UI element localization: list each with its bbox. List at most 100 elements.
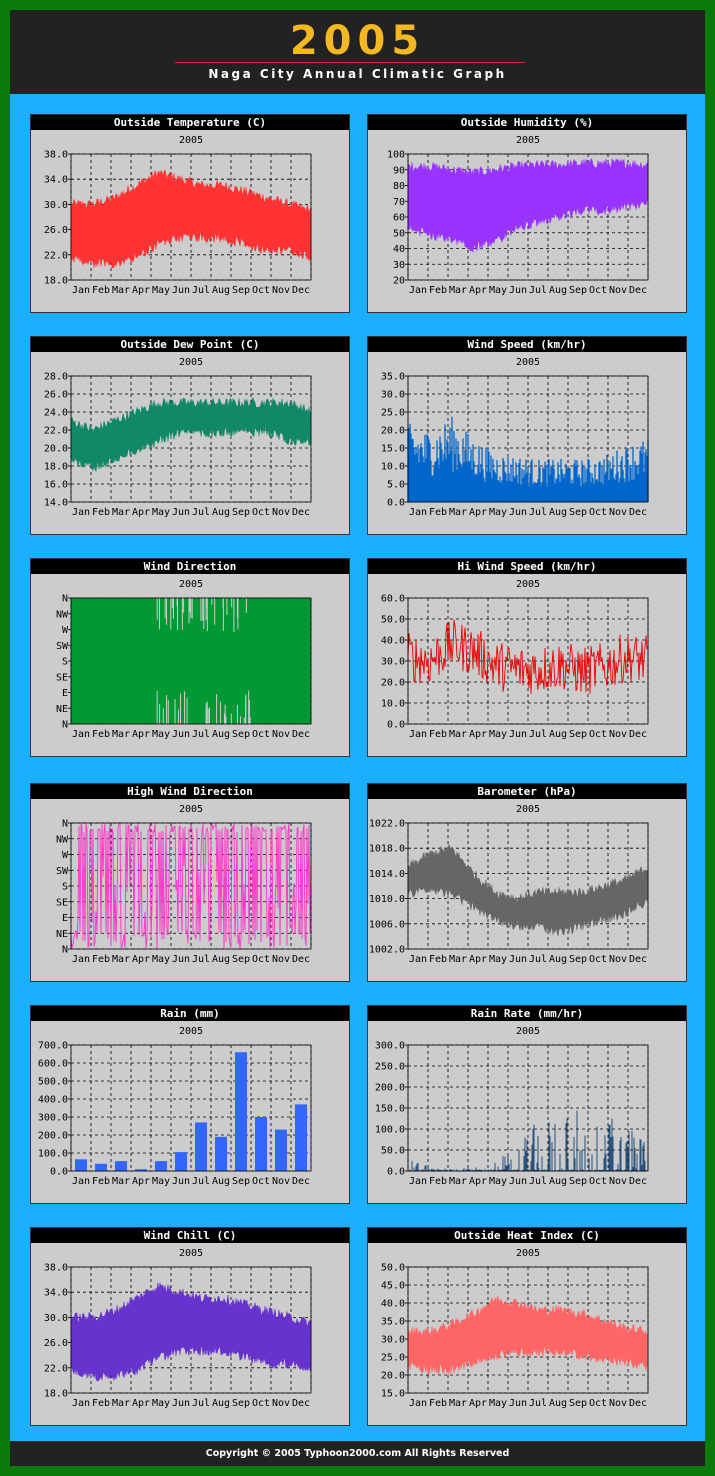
x-tick-label: Nov [272,285,290,296]
data-series [70,1282,312,1382]
chart-subtitle: 2005 [179,1026,203,1037]
plot-frame [407,822,649,950]
chart-subtitle: 2005 [179,135,203,146]
y-tick-label: 20.0 [44,444,68,455]
x-tick-label: Mar [449,507,467,518]
x-tick-label: Mar [112,729,130,740]
series-band [70,168,312,269]
bar-nov [275,1129,287,1171]
x-tick-label: May [489,507,507,518]
plot-frame [70,1044,312,1172]
series-gap [211,598,213,605]
x-tick-label: Jun [172,1176,190,1187]
x-tick-label: Oct [589,1398,607,1409]
y-tick-label: 18.0 [44,462,68,473]
x-tick-label: Dec [292,729,310,740]
y-tick-label: 38.0 [44,150,68,161]
header: 2005 Naga City Annual Climatic Graph [10,10,705,94]
x-tick-label: Oct [252,954,270,965]
page-title: 2005 [289,18,426,64]
chart-panel-baro: Barometer (hPa) 2005 1002.0 1006.0 1010.0 101… [367,783,687,982]
x-tick-label: Aug [549,954,567,965]
x-tick-label: Sep [232,1398,250,1409]
chart-svg-dew: 2005 14.0 16.0 18.0 20.0 22.0 24.0 26.0 28.0 Jan F… [44,357,312,518]
chart-svg-heat: 2005 15.0 20.0 25.0 30.0 35.0 40.0 45.0 50.0 Jan F… [381,1248,649,1409]
x-tick-label: Jan [409,1398,427,1409]
y-tick-label: 1022.0 [369,819,405,830]
x-tick-label: Sep [569,729,587,740]
x-tick-label: Oct [252,1176,270,1187]
y-tick-label: E [62,688,68,699]
series-gap [245,694,247,724]
y-tick-label: 1018.0 [369,844,405,855]
series-gap [174,699,176,724]
x-tick-label: Jul [192,1398,210,1409]
y-tick-label: 26.0 [44,225,68,236]
y-tick-label: 14.0 [44,498,68,509]
x-tick-label: Nov [272,1398,290,1409]
y-tick-label: 90 [393,165,405,176]
x-tick-label: Mar [449,1176,467,1187]
x-tick-label: Apr [132,1398,150,1409]
x-tick-label: May [152,1398,170,1409]
x-tick-label: May [152,729,170,740]
y-tick-label: 50.0 [381,1146,405,1157]
y-tick-label: S [62,657,68,668]
x-tick-label: Nov [609,1398,627,1409]
x-tick-label: Mar [112,954,130,965]
x-tick-label: Dec [629,285,647,296]
x-tick-label: Dec [629,729,647,740]
x-tick-label: Apr [469,507,487,518]
series-gap [223,713,225,724]
y-tick-label: 26.0 [44,390,68,401]
x-tick-label: May [489,1398,507,1409]
y-tick-label: 20.0 [381,1371,405,1382]
series-gap [222,598,224,631]
y-tick-label: 22.0 [44,1363,68,1374]
chart-title: Wind Chill (C) [31,1228,349,1243]
series-gap [189,598,191,612]
chart-svg-baro: 2005 1002.0 1006.0 1010.0 1014.0 1018.0 1022.0… [369,804,649,965]
x-tick-label: Nov [609,729,627,740]
series-gap [177,598,179,630]
x-tick-label: Jun [509,954,527,965]
x-tick-label: Jun [509,507,527,518]
series-gap [248,699,250,724]
chart-subtitle: 2005 [516,579,540,590]
x-tick-label: Jun [172,285,190,296]
x-tick-label: Mar [112,285,130,296]
x-tick-label: Dec [629,954,647,965]
chart-svg-hiwind: 2005 0.0 10.0 20.0 30.0 40.0 50.0 60.0 Jan Feb Mar… [381,579,649,740]
x-tick-label: Jul [529,729,547,740]
y-tick-label: 0.0 [50,1167,68,1178]
plot-frame [70,153,312,281]
x-tick-label: Nov [272,729,290,740]
data-series [70,822,312,949]
chart-title: Outside Humidity (%) [368,115,686,130]
series-gap [205,703,207,724]
x-tick-label: Mar [449,285,467,296]
y-tick-label: 38.0 [44,1263,68,1274]
y-tick-label: SW [56,866,69,877]
y-tick-label: 30.0 [44,1313,68,1324]
y-tick-label: W [62,625,69,636]
y-tick-label: 400.0 [38,1095,68,1106]
x-tick-label: Mar [449,1398,467,1409]
x-tick-label: Jul [529,1176,547,1187]
y-tick-label: 40.0 [381,636,405,647]
y-tick-label: SE [56,672,68,683]
chart-subtitle: 2005 [516,357,540,368]
series-gap [167,700,169,724]
x-tick-label: Sep [569,1176,587,1187]
y-tick-label: 50.0 [381,615,405,626]
y-tick-label: 34.0 [44,175,68,186]
y-tick-label: 40.0 [381,1299,405,1310]
x-tick-label: Nov [609,954,627,965]
data-series [407,416,649,502]
x-tick-label: Nov [272,1176,290,1187]
x-tick-label: Feb [92,1398,110,1409]
x-tick-label: Sep [232,729,250,740]
y-tick-label: 100.0 [375,1125,405,1136]
x-tick-label: Feb [429,285,447,296]
x-tick-label: Aug [549,507,567,518]
